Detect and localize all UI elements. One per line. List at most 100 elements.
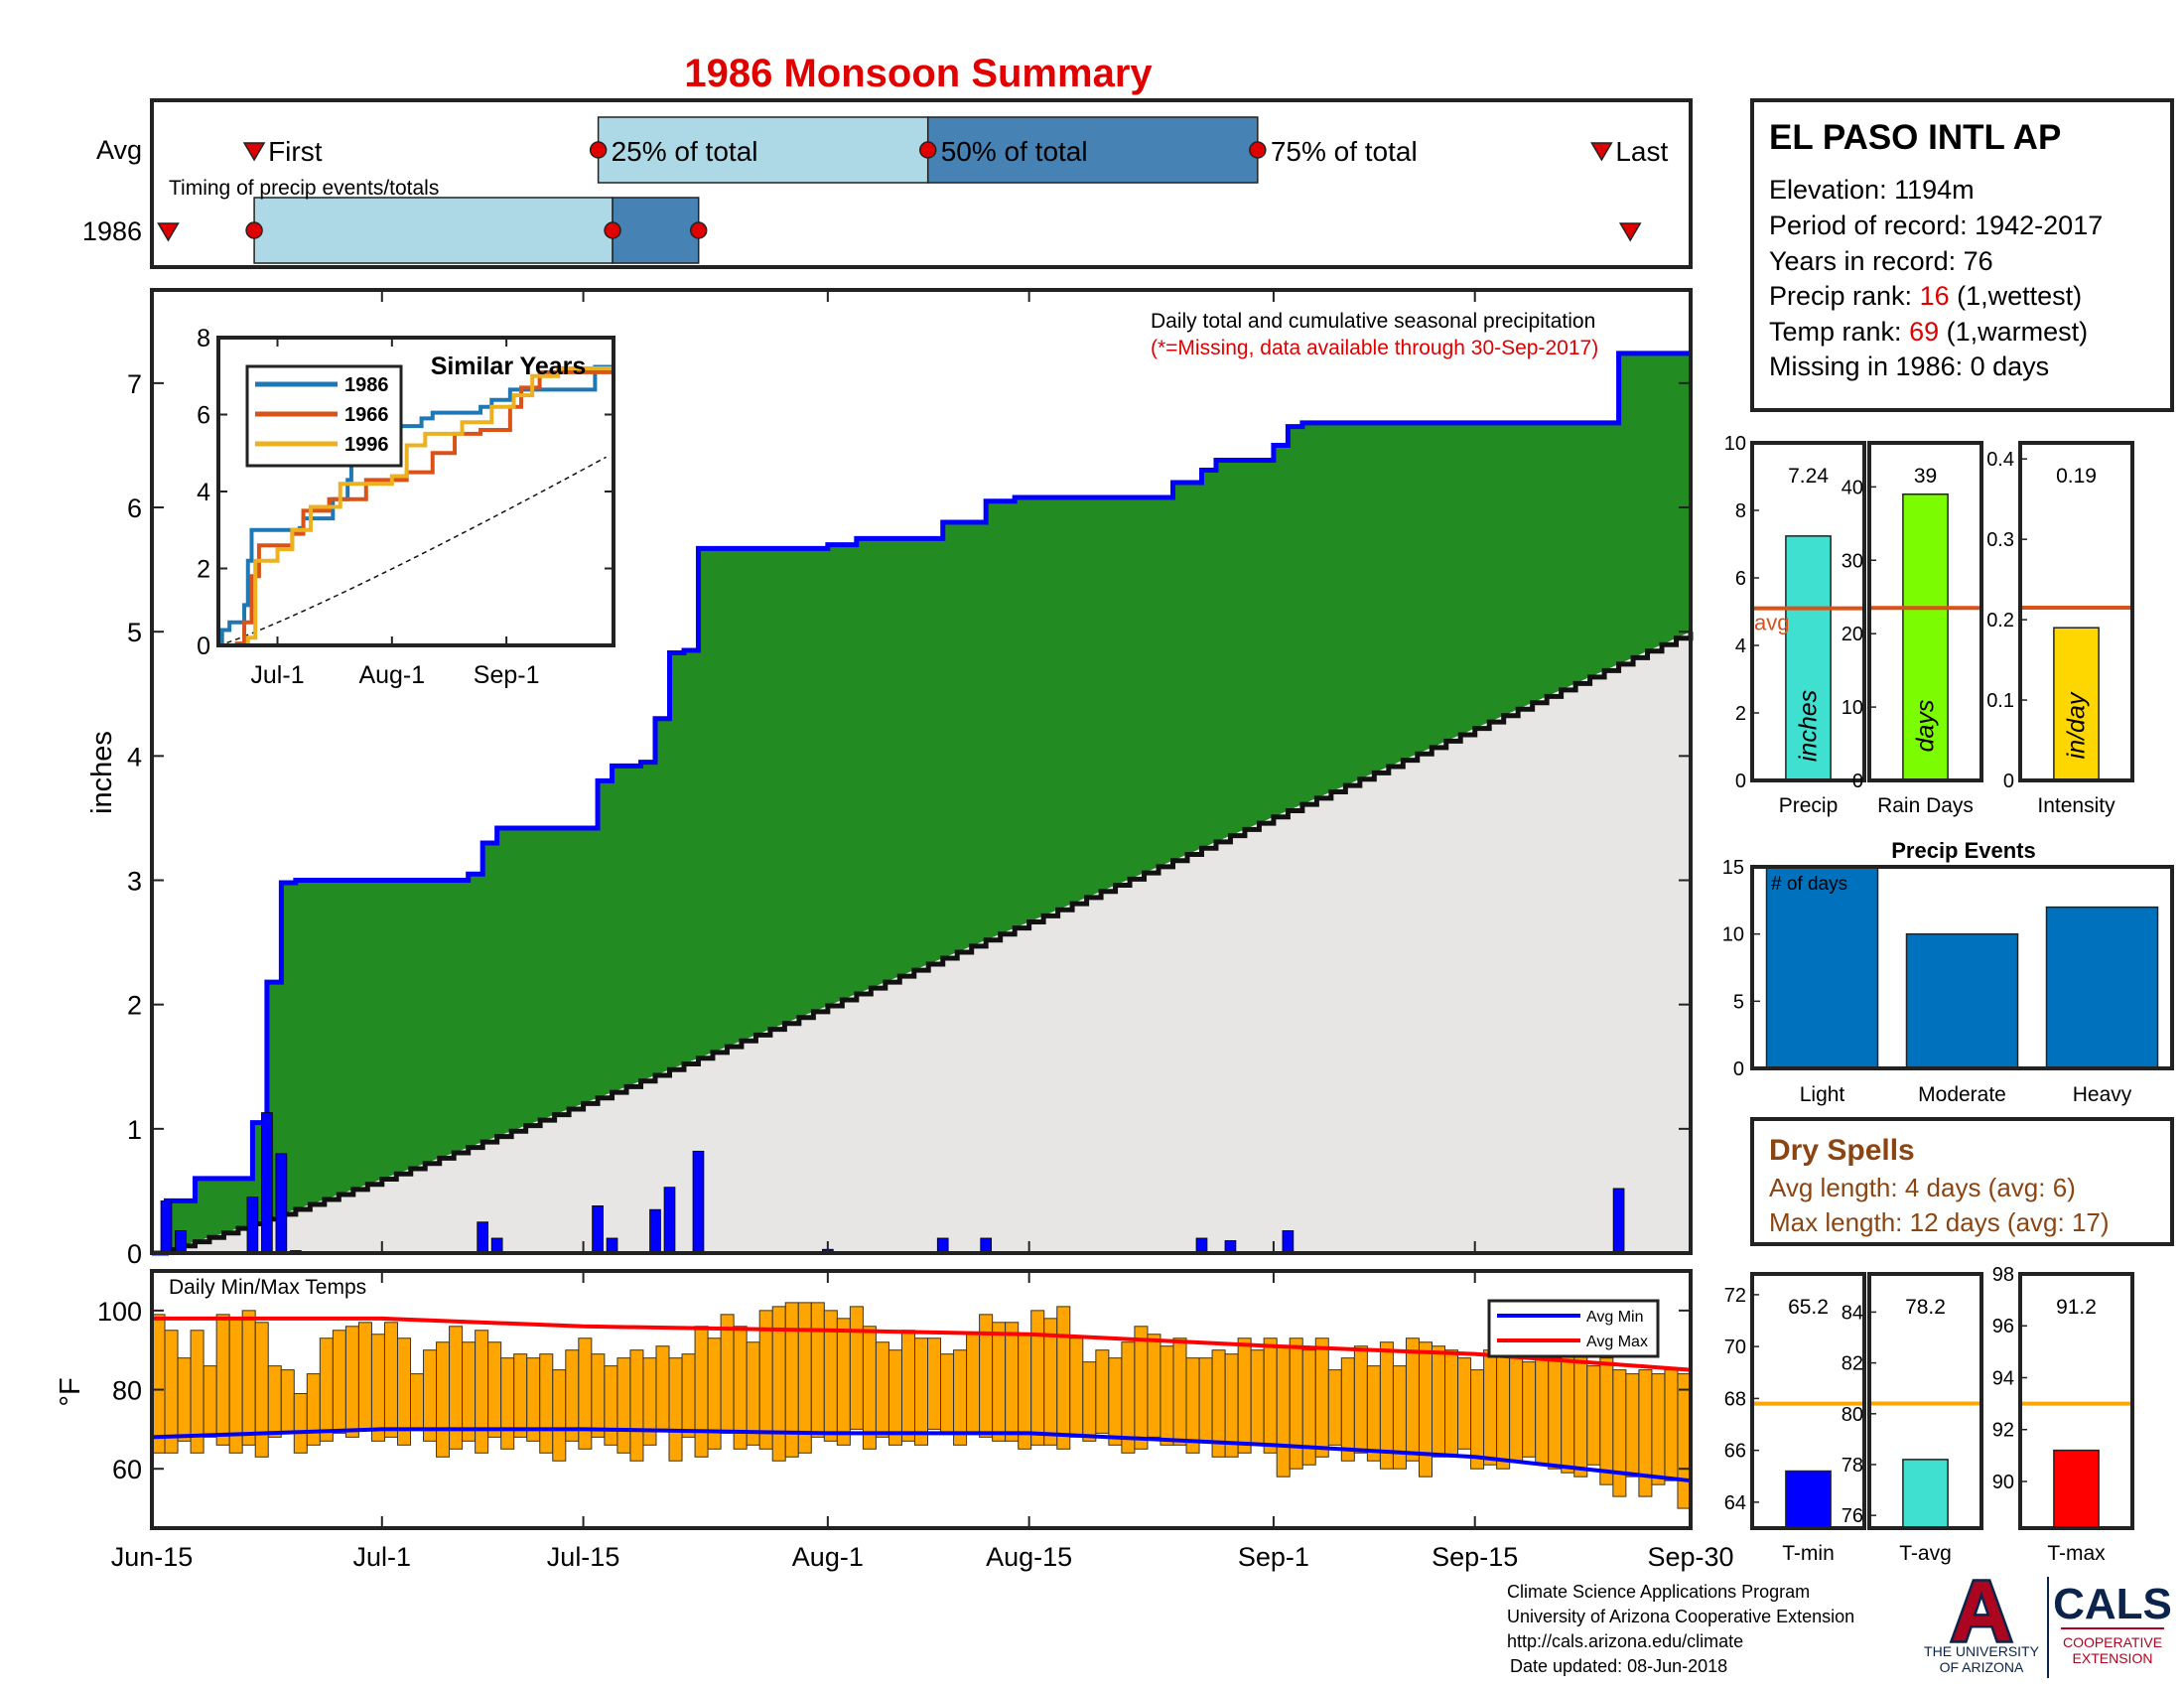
inset-x-tick-label: Aug-1 bbox=[358, 661, 425, 689]
daily-temp-bar bbox=[1444, 1349, 1459, 1458]
stat-panel-frame bbox=[1867, 441, 1983, 782]
temp-rank-label: Temp rank: bbox=[1769, 317, 1909, 347]
year-p50-p75-box bbox=[612, 197, 700, 264]
temp-y-tick-label: 100 bbox=[97, 1297, 142, 1327]
temp-chart-frame bbox=[150, 1269, 1693, 1530]
stat-panel-label: T-avg bbox=[1899, 1542, 1952, 1565]
avg-p75-marker bbox=[1249, 141, 1267, 159]
stat-value-label: 91.2 bbox=[2056, 1296, 2097, 1319]
year-p25-marker bbox=[245, 221, 263, 239]
footer-line2: University of Arizona Cooperative Extens… bbox=[1507, 1607, 1854, 1626]
stat-y-tick-label: 98 bbox=[1992, 1264, 2014, 1286]
daily-precip-bar bbox=[980, 1237, 993, 1254]
precip-event-bar bbox=[1905, 932, 2019, 1069]
stat-y-tick-label: 0 bbox=[1735, 771, 1746, 792]
stat-unit-label: in/day bbox=[2063, 691, 2091, 759]
daily-temp-bar bbox=[1276, 1345, 1291, 1477]
daily-temp-bar bbox=[1185, 1357, 1200, 1454]
inset-legend-label: 1996 bbox=[344, 434, 389, 456]
ua-logo: A THE UNIVERSITY OF ARIZONA bbox=[1924, 1562, 2040, 1676]
stat-y-tick-label: 94 bbox=[1992, 1367, 2014, 1389]
inset-x-tick-label: Sep-1 bbox=[474, 661, 540, 689]
precip-y-tick-label: 0 bbox=[127, 1239, 142, 1269]
year-p25-p50-box bbox=[253, 197, 614, 264]
stat-y-tick-label: 64 bbox=[1724, 1492, 1746, 1514]
cals-logo-line1: COOPERATIVE bbox=[2063, 1634, 2162, 1650]
stat-value-label: 78.2 bbox=[1905, 1296, 1946, 1319]
daily-temp-bar bbox=[280, 1369, 295, 1434]
avg-p25-p50-box bbox=[597, 116, 929, 184]
daily-temp-bar bbox=[1366, 1365, 1381, 1462]
daily-temp-bar bbox=[1134, 1326, 1149, 1450]
daily-temp-bar bbox=[1082, 1361, 1097, 1442]
daily-temp-bar bbox=[370, 1334, 385, 1442]
missing-note: (*=Missing, data available through 30-Se… bbox=[1151, 337, 1598, 359]
daily-temp-bar bbox=[319, 1337, 334, 1442]
inset-y-tick-label: 2 bbox=[197, 556, 210, 584]
precip-event-bar bbox=[2045, 906, 2159, 1069]
precip-rank-note: (1,wettest) bbox=[1950, 281, 2083, 311]
stat-y-tick-label: 70 bbox=[1724, 1336, 1746, 1358]
precip-events-note: # of days bbox=[1771, 874, 1847, 895]
avg-row-label: Avg bbox=[96, 135, 142, 165]
stat-bar bbox=[2053, 1449, 2100, 1529]
timing-note: Timing of precip events/totals bbox=[169, 177, 439, 200]
daily-temp-bar bbox=[1496, 1341, 1511, 1470]
precip-chart-frame bbox=[150, 288, 1693, 1255]
stat-bar bbox=[1902, 1459, 1949, 1529]
precip-y-tick-label: 6 bbox=[127, 493, 142, 523]
daily-temp-bar bbox=[1405, 1337, 1420, 1462]
p75-label: 75% of total bbox=[1271, 136, 1418, 167]
stat-panel-frame bbox=[1750, 441, 1866, 782]
daily-temp-bar bbox=[1470, 1369, 1485, 1470]
daily-temp-bar bbox=[1522, 1361, 1537, 1458]
daily-temp-bar bbox=[475, 1330, 489, 1454]
precip-event-category: Heavy bbox=[2073, 1083, 2132, 1106]
daily-temp-bar bbox=[992, 1322, 1007, 1442]
x-axis-date-label: Jul-15 bbox=[547, 1542, 620, 1572]
year-p75-marker bbox=[689, 221, 708, 239]
p25-label: 25% of total bbox=[612, 136, 758, 167]
daily-temp-bar bbox=[1599, 1357, 1614, 1485]
daily-temp-bar bbox=[720, 1314, 735, 1434]
timing-panel: Avg 1986 Timing of precip events/totals … bbox=[82, 98, 1693, 269]
precip-event-y-tick-label: 10 bbox=[1722, 924, 1744, 946]
station-name: EL PASO INTL AP bbox=[1769, 118, 2061, 157]
daily-temp-bar bbox=[539, 1353, 554, 1454]
stat-value-label: 7.24 bbox=[1788, 465, 1829, 488]
stat-y-tick-label: 82 bbox=[1842, 1353, 1863, 1375]
daily-temp-bar bbox=[604, 1365, 618, 1446]
daily-temp-bar bbox=[500, 1357, 515, 1450]
ua-logo-letter: A bbox=[1951, 1564, 2012, 1659]
stat-panel-t-min: 64 66 68 70 72 65.2 T-min bbox=[1724, 1272, 1866, 1565]
stat-panel-t-avg: 76 78 80 82 84 78.2 T-avg bbox=[1842, 1272, 1983, 1565]
daily-temp-bar bbox=[849, 1306, 864, 1430]
avg-last-marker bbox=[1590, 142, 1613, 162]
inset-series-1966 bbox=[218, 368, 615, 647]
ua-logo-line2: OF ARIZONA bbox=[1940, 1659, 2024, 1675]
daily-precip-bar bbox=[490, 1237, 503, 1254]
stat-value-label: 39 bbox=[1914, 465, 1937, 488]
daily-temp-bar bbox=[410, 1373, 425, 1430]
temp-rank: Temp rank: 69 (1,warmest) bbox=[1769, 317, 2088, 347]
daily-temp-bar bbox=[267, 1365, 282, 1438]
precip-event-bar bbox=[1765, 866, 1879, 1069]
daily-temp-bar bbox=[552, 1369, 567, 1462]
precip-rank: Precip rank: 16 (1,wettest) bbox=[1769, 281, 2082, 311]
precip-y-tick-label: 4 bbox=[127, 742, 142, 772]
avg-min-line bbox=[151, 1427, 1692, 1483]
temp-y-label: °F bbox=[55, 1377, 86, 1406]
daily-temp-bar bbox=[1095, 1349, 1110, 1434]
first-label: First bbox=[268, 136, 323, 167]
daily-precip-bar bbox=[175, 1230, 187, 1254]
daily-temp-bar bbox=[1289, 1337, 1303, 1470]
temp-rank-note: (1,warmest) bbox=[1939, 317, 2088, 347]
daily-temp-bar bbox=[462, 1341, 477, 1442]
daily-temp-bar bbox=[875, 1341, 889, 1438]
precip-stat-panels: avg 0 2 4 6 8 10 7.24 inches Precip 0 10 20 30 40 39 day… bbox=[1724, 433, 2134, 817]
x-axis-date-label: Jun-15 bbox=[111, 1542, 194, 1572]
temp-y-tick-label: 60 bbox=[112, 1455, 142, 1484]
daily-temp-bar bbox=[1340, 1357, 1355, 1462]
stat-y-tick-label: 0.3 bbox=[1986, 529, 2014, 551]
